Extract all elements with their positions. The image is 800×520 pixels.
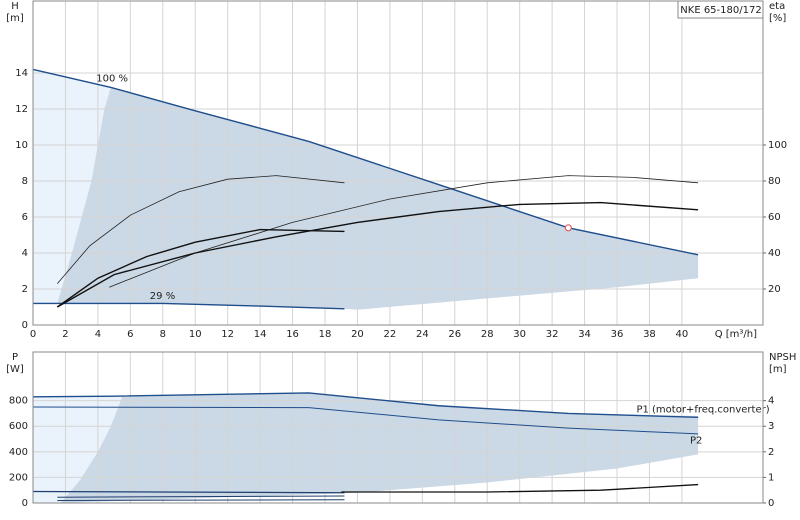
y-tick-label: 12	[15, 104, 28, 115]
y2-tick-label: 1	[768, 472, 774, 483]
curve	[33, 302, 345, 310]
x-tick-label: 24	[416, 329, 429, 340]
curve	[32, 392, 699, 418]
x-tick-label: 22	[384, 329, 397, 340]
y2-tick-label: 0	[768, 498, 774, 509]
curve	[32, 406, 699, 435]
x-tick-label: 8	[160, 329, 166, 340]
x-tick-label: 40	[676, 329, 689, 340]
curve	[57, 499, 345, 501]
y2-tick-label: 2	[768, 447, 774, 458]
y2-axis-label: eta	[769, 1, 785, 12]
curve-label: P1 (motor+freq.converter)	[636, 405, 769, 416]
duty-point	[564, 224, 572, 232]
y-tick-label: 6	[22, 212, 28, 223]
curve	[56, 201, 699, 308]
x-tick-label: 6	[127, 329, 133, 340]
curve-label: 29 %	[150, 291, 175, 302]
panel: 0 200 400 600 800 0 1 2 3 4P1 (motor+freq.convert…	[6, 351, 796, 509]
y2-axis-label: [%]	[769, 13, 786, 24]
y-axis-label: P	[12, 352, 18, 363]
x-tick-label: 38	[643, 329, 656, 340]
x-axis-label: Q [m³/h]	[715, 329, 757, 340]
x-tick-label: 2	[62, 329, 68, 340]
x-tick-label: 4	[95, 329, 101, 340]
curve	[341, 483, 699, 493]
panel: 0 2 4 6 8 10 12 14 16 18 20 22 24 26 28 30 32 34 36 38 40024…	[6, 0, 787, 340]
operating-area	[60, 392, 699, 503]
y2-tick-label: 100	[768, 140, 787, 151]
y2-tick-label: 80	[768, 176, 781, 187]
y-tick-label: 0	[22, 498, 28, 509]
operating-area	[33, 396, 123, 503]
curve	[32, 490, 345, 494]
chart-title: NKE 65-180/172	[680, 5, 761, 16]
x-tick-label: 16	[286, 329, 299, 340]
y-axis-label: [m]	[6, 13, 24, 24]
curve	[57, 495, 345, 498]
y2-tick-label: 3	[768, 421, 774, 432]
y-tick-label: 14	[15, 68, 28, 79]
y-tick-label: 10	[15, 140, 28, 151]
operating-area	[33, 69, 111, 304]
y2-tick-label: 20	[768, 284, 781, 295]
curve	[109, 175, 699, 288]
y2-axis-label: NPSH	[769, 352, 796, 363]
y-axis-label: H	[11, 1, 19, 12]
plot-frame	[32, 351, 764, 504]
title-box	[677, 0, 764, 19]
x-tick-label: 26	[448, 329, 461, 340]
y2-tick-label: 4	[768, 396, 774, 407]
curve-label: P2	[690, 435, 702, 446]
y-tick-label: 2	[22, 284, 28, 295]
y2-axis-label: [m]	[769, 364, 787, 375]
y-tick-label: 800	[9, 396, 28, 407]
x-tick-label: 36	[611, 329, 624, 340]
curve-label: 100 %	[96, 73, 128, 84]
x-tick-label: 14	[254, 329, 267, 340]
x-tick-label: 0	[30, 329, 36, 340]
x-tick-label: 32	[546, 329, 559, 340]
x-tick-label: 18	[319, 329, 332, 340]
x-tick-label: 30	[513, 329, 526, 340]
y-tick-label: 600	[9, 421, 28, 432]
y-tick-label: 200	[9, 472, 28, 483]
plot-frame	[32, 0, 764, 326]
y-tick-label: 400	[9, 447, 28, 458]
y-axis-label: [W]	[6, 364, 24, 375]
y-tick-label: 8	[22, 176, 28, 187]
operating-area	[57, 87, 699, 310]
x-tick-label: 28	[481, 329, 494, 340]
curve	[56, 228, 345, 308]
y2-tick-label: 40	[768, 248, 781, 259]
x-tick-label: 12	[221, 329, 234, 340]
x-tick-label: 20	[351, 329, 364, 340]
y2-tick-label: 60	[768, 212, 781, 223]
x-tick-label: 10	[189, 329, 202, 340]
curve	[57, 175, 345, 284]
y-tick-label: 4	[22, 248, 28, 259]
x-tick-label: 34	[578, 329, 591, 340]
y-tick-label: 0	[22, 320, 28, 331]
